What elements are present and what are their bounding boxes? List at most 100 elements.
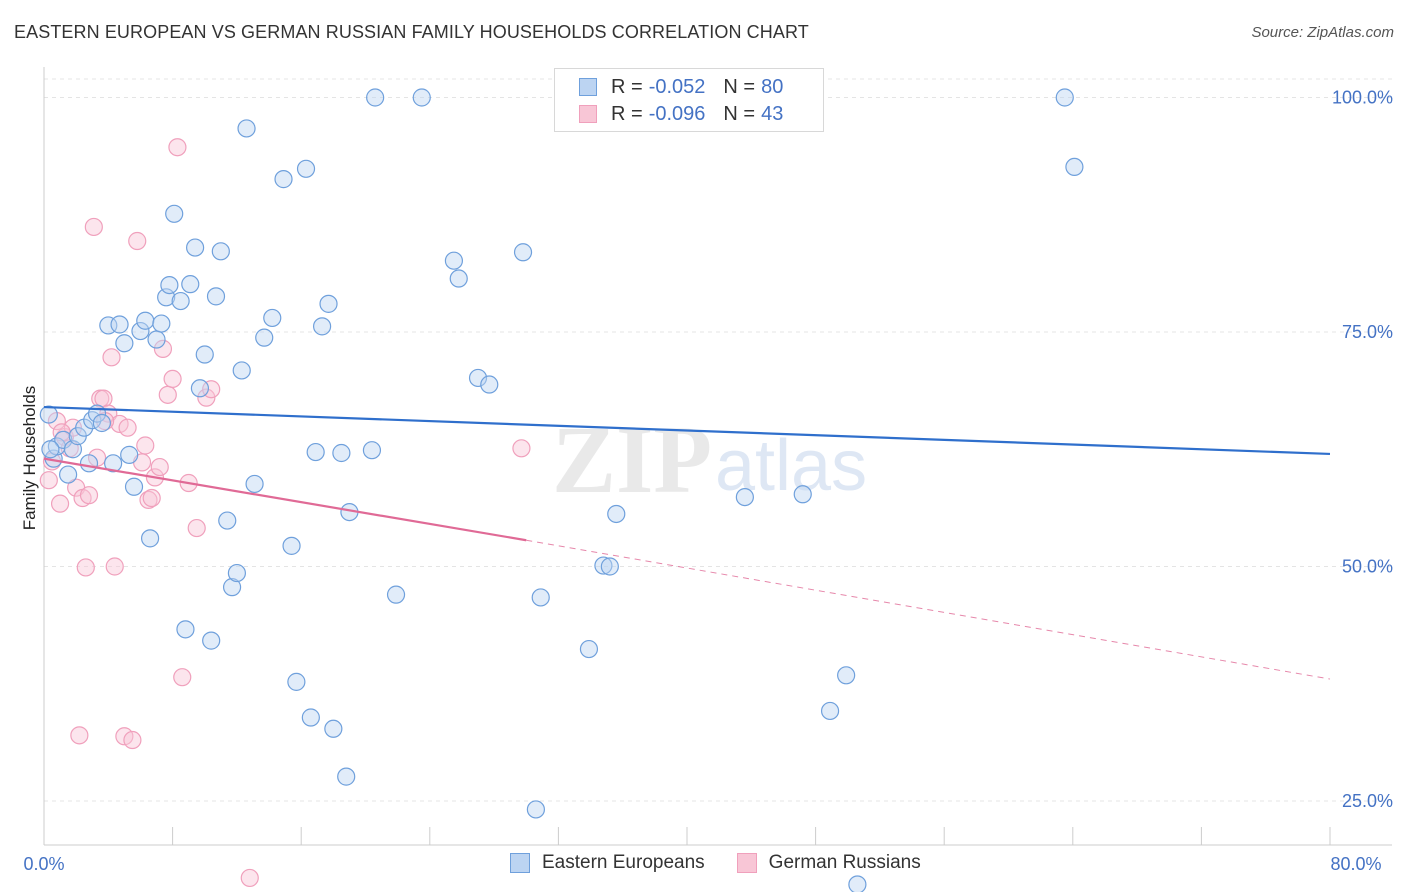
legend-r-value: -0.052 [648,75,706,98]
series-legend: Eastern Europeans German Russians [510,852,953,874]
point-eastern-europeans [39,405,58,424]
point-german-russians [173,668,192,687]
point-eastern-europeans [147,330,166,349]
point-eastern-europeans [531,588,550,607]
point-eastern-europeans [324,719,343,738]
point-eastern-europeans [274,170,293,189]
point-eastern-europeans [600,557,619,576]
point-german-russians [76,558,95,577]
point-german-russians [79,486,99,505]
point-eastern-europeans [41,440,60,459]
point-eastern-europeans [287,672,306,691]
point-german-russians [150,457,169,477]
y-tick-label: 25.0% [1342,791,1393,811]
point-eastern-europeans [92,413,111,433]
legend-n-label: N = [723,75,756,98]
legend-swatch-blue [510,853,530,873]
tick-labels: 25.0% 50.0% 75.0% 100.0% 0.0% 80.0% [23,88,1393,875]
point-eastern-europeans [171,291,190,311]
watermark-atlas: atlas [715,426,867,506]
point-german-russians [118,418,137,437]
point-eastern-europeans [206,287,226,306]
point-eastern-europeans [366,88,385,107]
legend-row-eastern-europeans: R = -0.052 N = 80 [579,74,783,100]
trend-line-german-russians [43,457,527,542]
point-eastern-europeans [186,238,205,257]
point-german-russians [105,557,124,576]
point-eastern-europeans [227,563,246,583]
point-eastern-europeans [152,314,171,333]
legend-n-label: N = [723,102,756,125]
point-eastern-europeans [140,529,160,548]
point-eastern-europeans [793,485,812,504]
point-eastern-europeans [211,242,230,261]
point-eastern-europeans [526,800,545,819]
point-eastern-europeans [444,251,464,270]
point-german-russians [197,388,216,407]
legend-item-german-russians: German Russians [736,852,921,874]
point-eastern-europeans [468,368,488,388]
y-tick-label: 75.0% [1342,322,1393,342]
point-eastern-europeans [255,328,274,347]
point-eastern-europeans [820,701,840,721]
point-eastern-europeans [232,361,251,380]
point-eastern-europeans [202,631,221,650]
y-tick-label: 50.0% [1342,557,1393,577]
point-german-russians [102,348,121,367]
point-eastern-europeans [301,708,320,727]
point-eastern-europeans [296,159,316,178]
point-eastern-europeans [579,639,599,659]
point-eastern-europeans [104,454,123,473]
watermark-zip: ZIP [552,406,712,513]
point-german-russians [163,369,182,388]
legend-n-value: 80 [761,75,784,98]
axes [43,67,1392,846]
legend-n-value: 43 [761,102,784,125]
point-eastern-europeans [282,536,301,555]
legend-r-label: R = [611,75,643,98]
legend-row-german-russians: R = -0.096 N = 43 [579,101,783,127]
point-eastern-europeans [607,504,626,524]
legend-swatch-blue [579,78,597,96]
point-eastern-europeans [190,379,210,398]
point-eastern-europeans [263,308,282,328]
trend-line-german-russians-extrapolated [526,539,1331,680]
point-eastern-europeans [332,443,351,463]
point-german-russians [39,471,58,490]
point-german-russians [123,730,142,750]
point-german-russians [512,439,531,458]
point-eastern-europeans [1055,88,1074,107]
y-axis-label: Family Households [20,386,39,531]
legend-r-value: -0.096 [648,102,706,125]
point-german-russians [139,490,158,510]
legend-swatch-pink [579,105,597,123]
point-eastern-europeans [218,511,237,530]
point-eastern-europeans [115,334,134,353]
point-eastern-europeans [1065,157,1084,177]
source-label: Source: ZipAtlas.com [1251,24,1394,41]
point-german-russians [142,488,161,508]
point-german-russians [84,217,103,237]
trend-lines [43,405,1331,680]
point-eastern-europeans [176,620,195,639]
point-german-russians [240,868,259,888]
x-tick-label-max: 80.0% [1330,854,1381,874]
point-eastern-europeans [513,243,533,262]
point-german-russians [153,339,173,358]
point-eastern-europeans [79,454,99,473]
trend-line-eastern-europeans [43,405,1331,456]
y-tick-label: 100.0% [1332,88,1393,108]
point-eastern-europeans [412,88,431,107]
point-eastern-europeans [306,442,325,462]
point-eastern-europeans [245,474,264,494]
point-german-russians [158,385,177,404]
point-eastern-europeans [337,767,356,786]
point-eastern-europeans [848,875,867,892]
point-german-russians [187,518,206,538]
point-german-russians [136,436,155,455]
point-eastern-europeans [449,269,468,288]
point-eastern-europeans [362,441,382,460]
legend-item-eastern-europeans: Eastern Europeans [510,852,705,874]
legend-r-label: R = [611,102,643,125]
